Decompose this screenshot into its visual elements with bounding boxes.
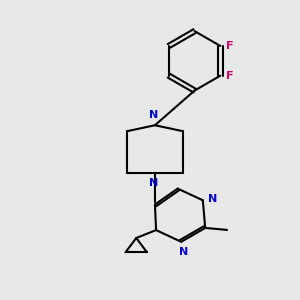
Text: N: N [178, 247, 188, 257]
Text: F: F [226, 71, 234, 81]
Text: N: N [208, 194, 217, 204]
Text: N: N [149, 110, 159, 120]
Text: F: F [226, 41, 234, 51]
Text: N: N [149, 178, 159, 188]
